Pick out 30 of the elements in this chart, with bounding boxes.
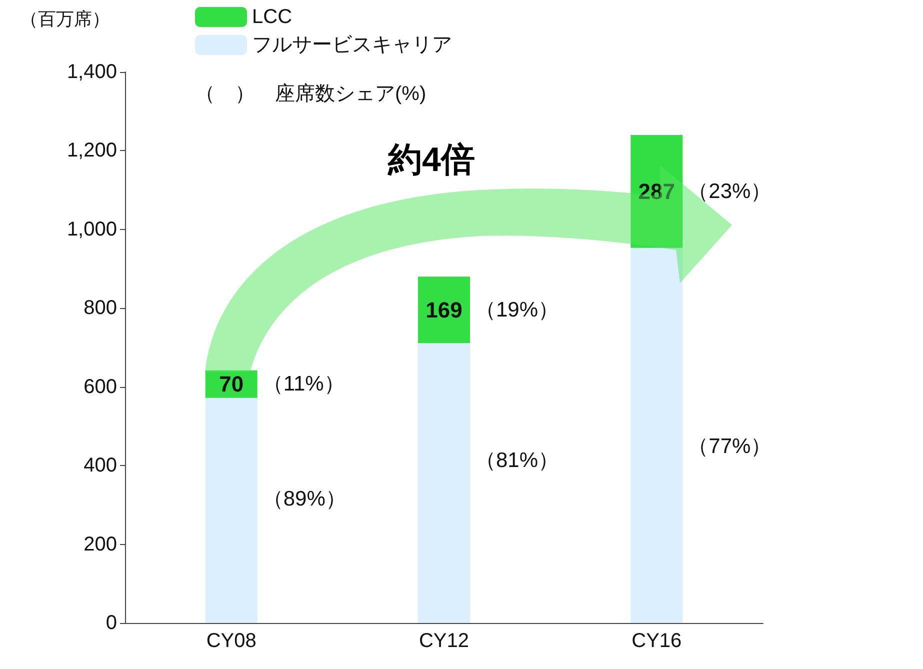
bar [418,276,470,344]
y-tick-label: 1,400 [66,61,117,83]
x-tick-label: CY12 [418,630,470,652]
bar [630,248,683,623]
data-label: 70 [219,372,244,397]
y-tick-label: 1,000 [66,218,117,240]
y-tick-label: 0 [106,612,117,634]
data-label: 287 [638,178,676,204]
bar [205,398,258,623]
annotation: （89%） [262,488,346,511]
annotation: （77%） [688,435,772,458]
y-tick-label: 200 [84,533,117,556]
x-tick-label: CY16 [632,630,682,652]
annotation: （11%） [262,372,345,396]
bar [630,134,683,248]
annotation: （ ） 座席数シェア(%) [195,83,426,105]
y-tick-label: 600 [84,376,117,398]
annotation: （81%） [475,449,560,472]
y-tick-label: 1,200 [66,140,117,162]
y-tick-label: 400 [84,454,117,477]
legend-label: LCC [252,6,292,28]
legend-label: フルサービスキャリア [252,34,452,56]
annotation: （23%） [688,180,772,203]
x-tick-label: CY08 [206,630,256,652]
data-label: 169 [426,297,462,322]
y-tick-label: 800 [84,297,117,320]
y-axis-title: （百万席） [20,9,110,29]
bar [418,343,470,623]
annotation: （19%） [475,298,560,322]
annotation: 約4倍 [387,141,475,179]
